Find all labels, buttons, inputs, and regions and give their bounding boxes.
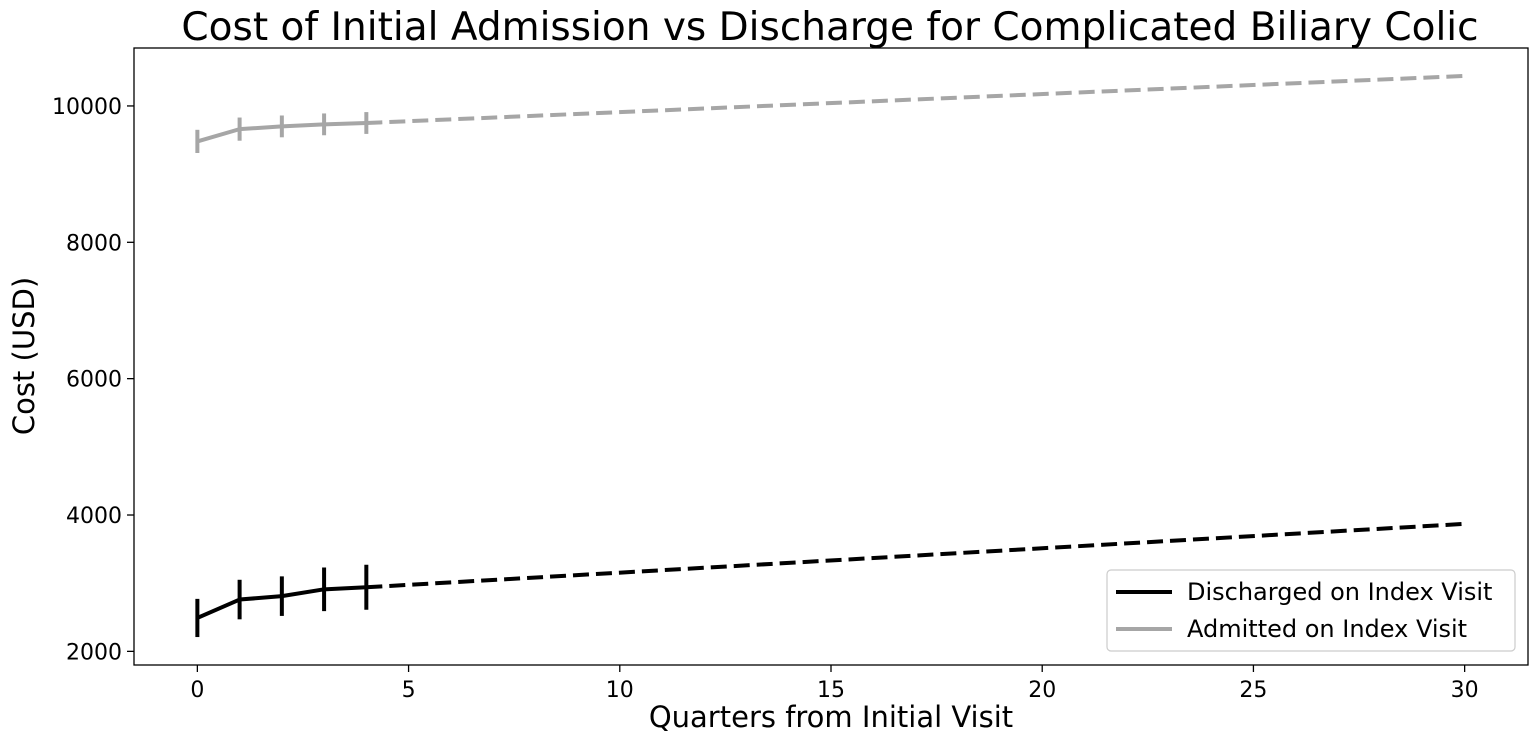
x-tick-label: 0 xyxy=(190,678,204,703)
x-tick-label: 25 xyxy=(1239,678,1267,703)
x-tick-label: 10 xyxy=(606,678,634,703)
y-tick-label: 2000 xyxy=(66,640,122,665)
projection-line-admitted xyxy=(366,73,1465,125)
y-axis-label: Cost (USD) xyxy=(7,277,41,435)
chart-title: Cost of Initial Admission vs Discharge f… xyxy=(181,5,1478,50)
legend-label-discharged: Discharged on Index Visit xyxy=(1187,578,1492,606)
legend-label-admitted: Admitted on Index Visit xyxy=(1187,615,1467,643)
legend-frame xyxy=(1106,569,1516,652)
y-tick-label: 6000 xyxy=(66,368,122,393)
series-layer xyxy=(195,73,1465,638)
y-tick-label: 4000 xyxy=(66,504,122,529)
x-axis-label: Quarters from Initial Visit xyxy=(649,700,1013,734)
x-tick-label: 20 xyxy=(1028,678,1056,703)
x-tick-label: 5 xyxy=(402,678,416,703)
y-tick-label: 10000 xyxy=(52,95,122,120)
x-axis: 0 5 10 15 20 25 30 xyxy=(190,665,1479,703)
legend: Discharged on Index Visit Admitted on In… xyxy=(1106,569,1516,652)
x-tick-label: 15 xyxy=(817,678,845,703)
y-tick-label: 8000 xyxy=(66,231,122,256)
y-axis: 2000 4000 6000 8000 10000 xyxy=(52,95,134,665)
x-tick-label: 30 xyxy=(1451,678,1479,703)
